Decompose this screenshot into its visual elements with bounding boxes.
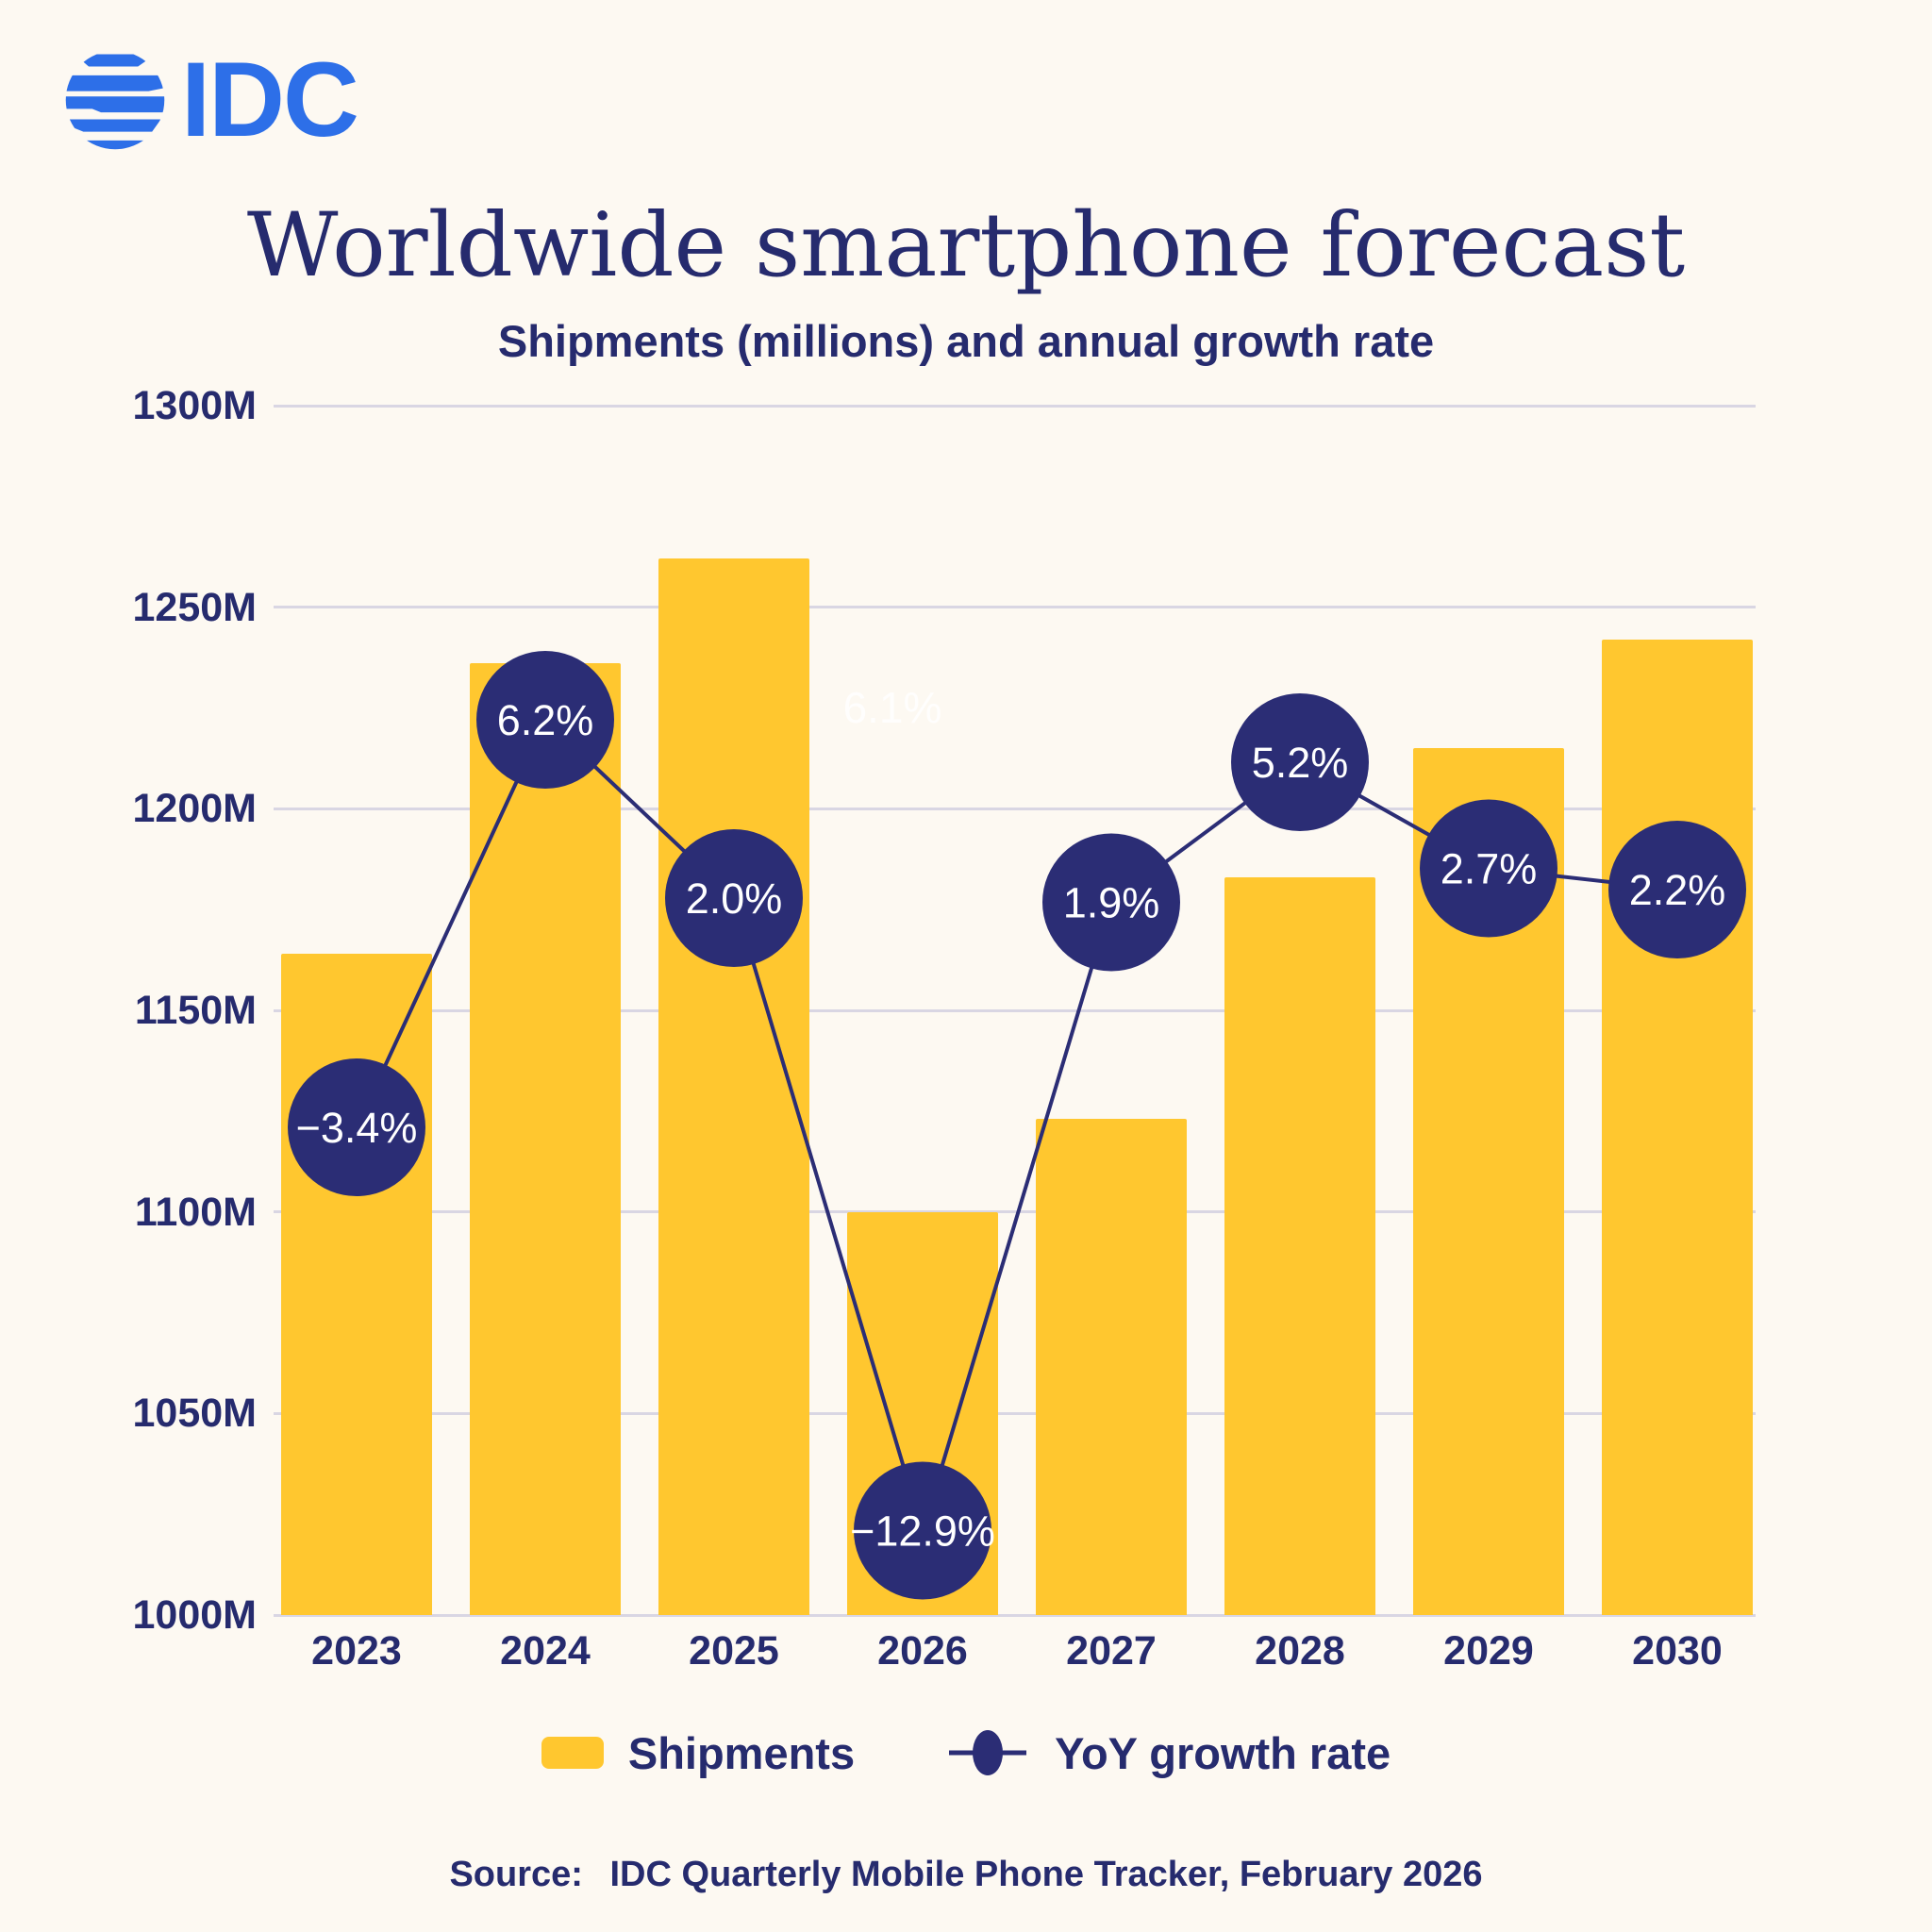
gridline-1300M [274,404,1756,408]
page-subtitle: Shipments (millions) and annual growth r… [497,316,1435,366]
bar-2024 [470,663,621,1615]
y-axis-label-1300M: 1300M [132,383,257,428]
source-text: IDC Quarterly Mobile Phone Tracker, Febr… [609,1855,1483,1894]
legend: Shipments YoY growth rate [0,1721,1932,1785]
idc-globe-icon [65,54,165,150]
bar-2026 [847,1211,998,1615]
y-axis-label-1150M: 1150M [134,988,257,1033]
y-axis-label-1000M: 1000M [132,1592,257,1638]
source-line: Source: IDC Quarterly Mobile Phone Track… [0,1855,1932,1895]
x-axis-label-2023: 2023 [311,1628,402,1674]
legend-label-shipments: Shipments [627,1727,856,1778]
x-axis-label-2024: 2024 [500,1628,591,1674]
source-prefix: Source: [449,1855,583,1894]
y-axis-label-1100M: 1100M [134,1189,257,1235]
bar-2028 [1224,876,1375,1615]
y-axis-label-1050M: 1050M [132,1391,257,1437]
growth-marker-2028 [1231,693,1369,831]
idc-logo-text: IDC [181,41,359,158]
bar-2023 [281,954,432,1615]
y-axis-label-1200M: 1200M [132,786,257,832]
x-axis-label-2025: 2025 [689,1628,779,1674]
growth-marker-2027 [1042,833,1180,972]
y-axis-label-1250M: 1250M [132,584,257,630]
growth-label-2027: 1.9% [1063,878,1160,926]
x-axis-label-2028: 2028 [1255,1628,1345,1674]
legend-item-yoy-growth: YoY growth rate [945,1727,1391,1779]
ghost-growth-label: 6.1% [842,683,942,732]
x-axis-label-2029: 2029 [1443,1628,1534,1674]
x-axis-label-2027: 2027 [1066,1628,1157,1674]
bar-2025 [658,558,809,1615]
x-axis-label-2030: 2030 [1632,1628,1723,1674]
growth-label-2028: 5.2% [1252,739,1349,787]
line-dot-icon [945,1728,1030,1777]
page-title: Worldwide smartphone forecast [246,194,1686,297]
bar-2027 [1036,1119,1187,1615]
legend-item-shipments: Shipments [541,1727,855,1779]
legend-label-yoy-growth: YoY growth rate [1055,1727,1391,1778]
x-axis-label-2026: 2026 [877,1628,968,1674]
bar-2029 [1413,748,1564,1615]
idc-logo: IDC [62,41,359,158]
bar-2030 [1602,639,1753,1615]
gridline-1000M [274,1613,1756,1617]
shipments-swatch-icon [541,1737,604,1769]
gridline-1250M [274,606,1756,609]
